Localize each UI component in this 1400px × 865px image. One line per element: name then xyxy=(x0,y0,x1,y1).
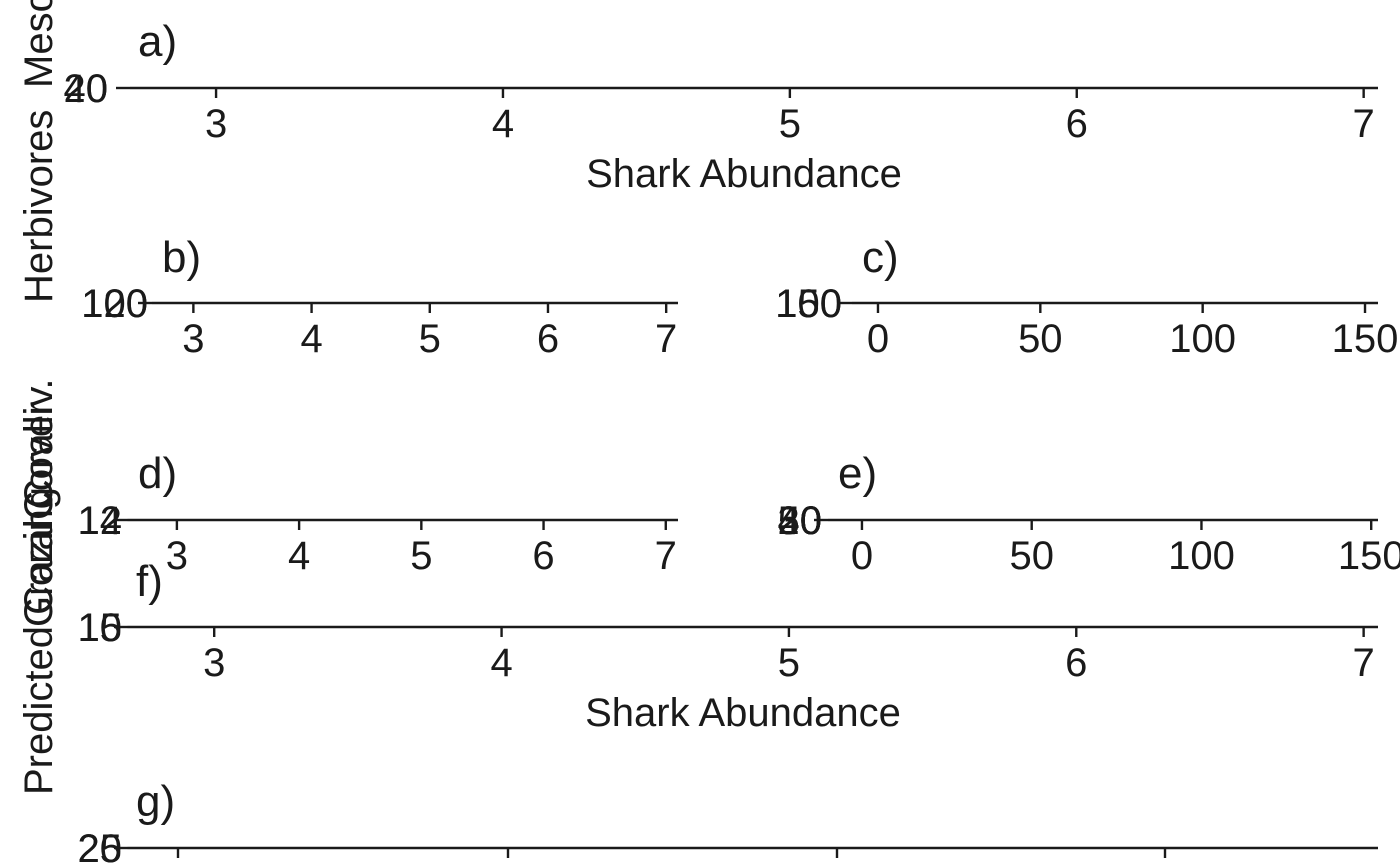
x-tick-label: 150 xyxy=(1332,317,1399,361)
y-tick-label: 40 xyxy=(778,499,823,543)
x-tick-label: 3 xyxy=(166,534,188,578)
panel-label-b: b) xyxy=(162,233,201,282)
y-axis-title: Mesopredators xyxy=(17,0,61,88)
x-tick-label: 50 xyxy=(1009,534,1054,578)
y-tick-label: 120 xyxy=(81,282,148,326)
y-tick-label: 30 xyxy=(778,499,823,543)
panel-label-g: g) xyxy=(136,777,175,826)
y-axis-title: Grazing xyxy=(17,487,61,627)
x-tick-label: 6 xyxy=(532,534,554,578)
x-tick-label: 0 xyxy=(867,317,889,361)
y-tick-label: 50 xyxy=(778,499,823,543)
x-tick-label: 5 xyxy=(410,534,432,578)
panel-label-c: c) xyxy=(862,233,899,282)
x-tick-label: 100 xyxy=(1168,534,1235,578)
x-tick-label: 50 xyxy=(1018,317,1063,361)
x-tick-label: 3 xyxy=(205,102,227,146)
y-tick-label: 100 xyxy=(81,282,148,326)
x-tick-label: 6 xyxy=(1065,641,1087,685)
x-tick-label: 4 xyxy=(492,102,514,146)
x-tick-label: 3 xyxy=(182,317,204,361)
panel-label-a: a) xyxy=(138,17,177,66)
x-tick-label: 6 xyxy=(1066,102,1088,146)
x-tick-label: 4 xyxy=(288,534,310,578)
x-tick-label: 6 xyxy=(537,317,559,361)
panel-label-e: e) xyxy=(838,449,877,498)
panel-label-f: f) xyxy=(136,557,163,606)
y-tick-label: 15 xyxy=(78,606,123,650)
y-tick-label: 12 xyxy=(78,499,123,543)
y-tick-label: 20 xyxy=(78,827,123,865)
x-tick-label: 4 xyxy=(300,317,322,361)
y-axis-title: Coralliv. xyxy=(17,378,61,520)
x-tick-label: 7 xyxy=(1353,102,1375,146)
x-tick-label: 5 xyxy=(779,102,801,146)
x-tick-label: 4 xyxy=(490,641,512,685)
y-tick-label: 100 xyxy=(775,282,842,326)
y-tick-label: 10 xyxy=(78,606,123,650)
x-tick-label: 3 xyxy=(203,641,225,685)
x-tick-label: 7 xyxy=(655,534,677,578)
y-tick-label: 25 xyxy=(78,827,123,865)
x-axis-title: Shark Abundance xyxy=(586,152,902,196)
x-tick-label: 5 xyxy=(778,641,800,685)
x-tick-label: 150 xyxy=(1338,534,1400,578)
y-axis-title: Predicted Coral Cover xyxy=(17,402,61,796)
x-tick-label: 7 xyxy=(655,317,677,361)
y-axis-title: Herbivores xyxy=(17,110,61,303)
y-tick-label: 40 xyxy=(64,67,109,111)
x-tick-label: 100 xyxy=(1169,317,1236,361)
x-axis-title: Shark Abundance xyxy=(585,691,901,735)
x-tick-label: 5 xyxy=(419,317,441,361)
x-tick-label: 0 xyxy=(851,534,873,578)
panel-label-d: d) xyxy=(138,449,177,498)
y-tick-label: 20 xyxy=(778,499,823,543)
x-tick-label: 7 xyxy=(1353,641,1375,685)
y-tick-label: 20 xyxy=(64,67,109,111)
y-tick-label: 14 xyxy=(78,499,123,543)
y-tick-label: 150 xyxy=(775,282,842,326)
